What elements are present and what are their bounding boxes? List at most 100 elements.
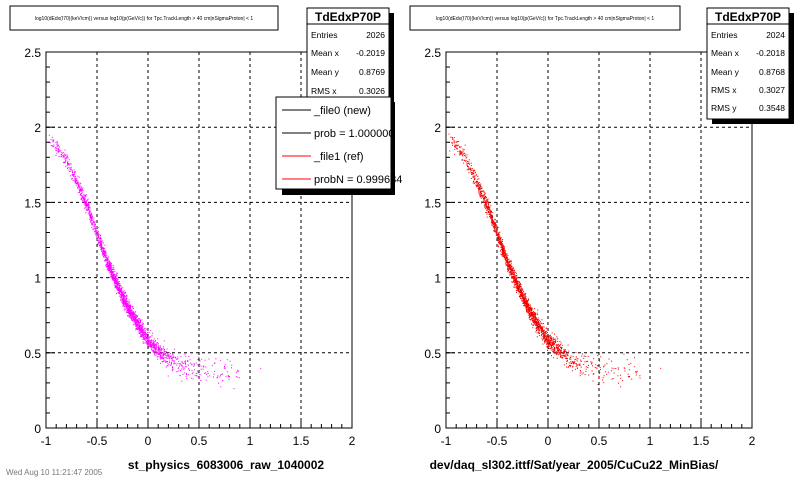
scatter-point xyxy=(99,242,101,244)
scatter-point xyxy=(101,247,103,249)
scatter-point xyxy=(539,326,541,328)
scatter-point xyxy=(135,314,137,316)
scatter-point xyxy=(571,361,573,363)
scatter-point xyxy=(496,229,498,231)
scatter-point xyxy=(104,260,105,262)
scatter-point xyxy=(482,196,484,198)
scatter-point xyxy=(492,223,494,225)
scatter-point xyxy=(124,299,126,301)
scatter-point xyxy=(168,352,170,354)
scatter-point xyxy=(579,375,581,377)
scatter-point xyxy=(221,374,223,375)
scatter-point xyxy=(185,364,187,366)
scatter-point xyxy=(507,260,509,262)
scatter-point xyxy=(559,345,561,347)
scatter-point xyxy=(85,205,86,207)
scatter-point xyxy=(491,221,493,223)
y-tick-label: 1 xyxy=(34,272,41,286)
scatter-point xyxy=(500,253,502,255)
scatter-point xyxy=(528,310,530,312)
scatter-point xyxy=(508,266,510,268)
left-panel: log10(dEdx(I70)(keV/cm)) versus log10(p(… xyxy=(9,5,402,472)
scatter-point xyxy=(60,154,62,155)
scatter-point xyxy=(542,339,544,340)
scatter-point xyxy=(478,182,480,184)
scatter-point xyxy=(530,309,532,311)
scatter-point xyxy=(501,254,503,256)
scatter-point xyxy=(50,145,52,146)
scatter-point xyxy=(500,238,501,239)
scatter-point xyxy=(144,338,146,340)
scatter-point xyxy=(538,322,540,324)
scatter-point xyxy=(514,277,516,279)
scatter-point xyxy=(109,269,110,271)
scatter-point xyxy=(162,352,164,354)
scatter-point xyxy=(172,353,174,355)
scatter-point xyxy=(67,155,69,157)
scatter-point xyxy=(561,347,562,349)
scatter-point xyxy=(62,151,64,153)
scatter-point xyxy=(620,377,622,379)
scatter-point xyxy=(505,261,507,263)
scatter-point xyxy=(513,267,514,269)
scatter-point xyxy=(185,363,186,364)
scatter-point xyxy=(189,362,191,364)
scatter-point xyxy=(557,344,559,346)
scatter-point xyxy=(458,146,460,148)
scatter-point xyxy=(162,357,164,359)
scatter-point xyxy=(468,172,470,174)
scatter-point xyxy=(502,252,504,254)
scatter-point xyxy=(481,187,483,189)
scatter-point xyxy=(573,361,575,363)
scatter-point xyxy=(192,378,194,380)
scatter-point xyxy=(520,296,522,298)
scatter-point xyxy=(563,351,565,353)
scatter-point xyxy=(516,291,517,293)
scatter-point xyxy=(75,179,77,181)
scatter-point xyxy=(567,354,569,356)
scatter-point xyxy=(85,200,87,202)
scatter-point xyxy=(134,313,136,315)
scatter-point xyxy=(102,254,104,256)
scatter-point xyxy=(138,325,140,327)
scatter-point xyxy=(484,201,486,203)
scatter-point xyxy=(80,183,82,185)
scatter-point xyxy=(141,328,143,330)
scatter-point xyxy=(527,310,529,312)
scatter-point xyxy=(141,324,143,326)
scatter-point xyxy=(560,355,562,357)
scatter-point xyxy=(506,264,508,266)
scatter-point xyxy=(577,358,579,360)
scatter-point xyxy=(497,236,499,238)
scatter-point xyxy=(483,205,485,207)
scatter-point xyxy=(537,324,539,326)
scatter-point xyxy=(541,328,543,330)
scatter-point xyxy=(518,293,520,295)
scatter-point xyxy=(585,368,587,370)
scatter-point xyxy=(171,359,173,361)
scatter-point xyxy=(220,359,222,361)
scatter-point xyxy=(118,286,120,288)
scatter-point xyxy=(105,253,107,255)
scatter-point xyxy=(624,370,626,372)
scatter-point xyxy=(91,213,93,215)
scatter-point xyxy=(515,283,516,285)
scatter-point xyxy=(123,291,125,293)
scatter-point xyxy=(80,193,82,194)
scatter-point xyxy=(112,277,114,279)
scatter-point xyxy=(543,332,545,334)
scatter-point xyxy=(118,289,120,291)
scatter-point xyxy=(160,348,162,350)
scatter-point xyxy=(125,292,127,294)
scatter-point xyxy=(180,363,182,365)
x-tick-label: 1 xyxy=(247,434,254,448)
scatter-point xyxy=(635,374,637,376)
scatter-point xyxy=(482,195,484,197)
scatter-point xyxy=(543,336,545,338)
scatter-point xyxy=(597,384,599,385)
scatter-point xyxy=(111,269,113,270)
scatter-point xyxy=(514,279,516,281)
scatter-point xyxy=(57,151,59,152)
scatter-point xyxy=(487,207,488,209)
scatter-point xyxy=(498,241,500,243)
